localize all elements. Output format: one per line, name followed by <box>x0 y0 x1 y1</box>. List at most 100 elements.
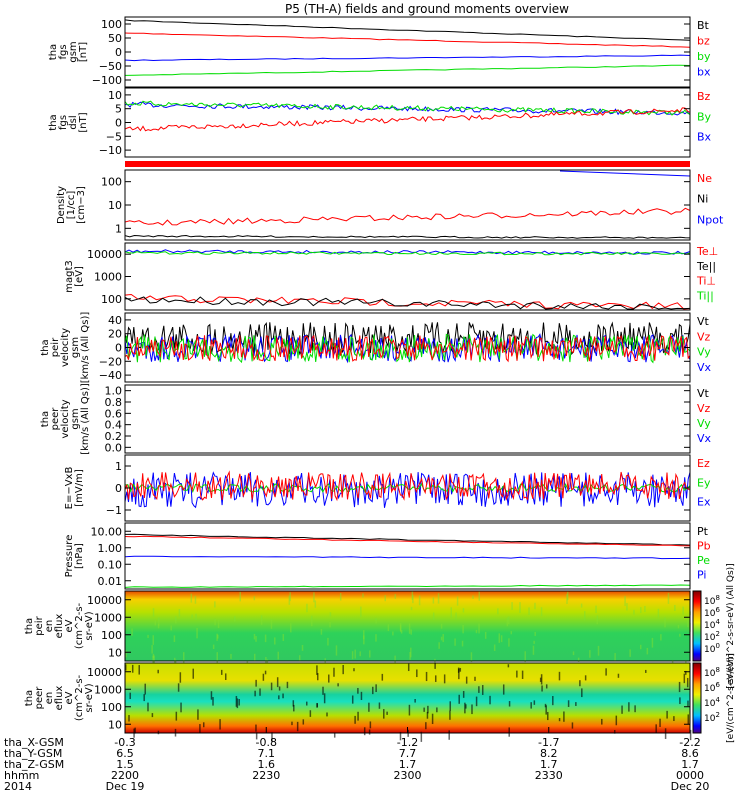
colorbar-tick-label: 100 <box>704 642 720 655</box>
heatmap-speckle <box>456 596 459 606</box>
heatmap-speckle <box>129 692 131 700</box>
heatmap-speckle <box>196 628 198 639</box>
heatmap-speckle <box>360 606 362 618</box>
heatmap-speckle <box>174 657 176 666</box>
y-axis-label: Pressure[nPa] <box>64 535 85 578</box>
y-axis-label-line: (cm^2-s- <box>74 602 85 649</box>
heatmap-speckle <box>633 609 635 615</box>
y-axis-label-line: [cm−3] <box>76 186 87 224</box>
heatmap-speckle <box>431 713 434 725</box>
heatmap-speckle <box>327 637 329 646</box>
y-axis-label-line: [km/s (All Qs)] <box>80 383 91 455</box>
y-tick-label: 100 <box>101 701 122 714</box>
legend-entry: Vz <box>697 330 711 343</box>
heatmap-speckle <box>381 673 384 681</box>
y-axis-label-line: eV <box>64 691 75 704</box>
y-tick-label: 5 <box>115 103 122 116</box>
heatmap-speckle <box>314 600 317 608</box>
y-axis-label-line: [1/cc] <box>66 191 77 220</box>
heatmap-speckle <box>383 709 385 719</box>
y-tick-label: 100 <box>101 176 122 189</box>
panel-frame <box>124 16 691 88</box>
series-bx <box>124 101 691 116</box>
heatmap-speckle <box>282 693 284 699</box>
heatmap-speckle <box>351 695 354 704</box>
colorbar-tick-exponent: 6 <box>715 681 720 689</box>
heatmap-speckle <box>399 623 402 631</box>
series-ez <box>124 470 691 502</box>
y-tick-label: 1.0 <box>105 385 123 398</box>
panel-frame <box>124 590 691 662</box>
heatmap-speckle <box>465 676 468 684</box>
heatmap-speckle <box>197 709 199 720</box>
heatmap-speckle <box>540 674 543 685</box>
heatmap-speckle <box>464 702 466 714</box>
heatmap-speckle <box>328 674 330 683</box>
legend-entry: Ti⊥ <box>696 275 716 288</box>
heatmap-speckle <box>584 611 586 621</box>
heatmap-speckle <box>646 647 649 655</box>
heatmap-speckle <box>532 645 535 655</box>
heatmap-speckle <box>255 732 258 740</box>
heatmap-speckle <box>497 608 499 615</box>
heatmap-speckle <box>443 674 446 684</box>
heatmap-speckle <box>131 628 133 636</box>
y-tick-label: 1000 <box>94 683 122 696</box>
heatmap-speckle <box>138 665 140 675</box>
heatmap-speckle <box>673 716 675 721</box>
heatmap-speckle <box>639 644 642 650</box>
heatmap-speckle <box>278 686 281 691</box>
heatmap-speckle <box>679 633 681 637</box>
y-axis-label-line: peir <box>50 337 61 357</box>
heatmap-speckle <box>502 684 505 695</box>
heatmap-speckle <box>660 634 662 641</box>
heatmap-speckle <box>270 682 273 691</box>
heatmap-speckle <box>254 690 256 697</box>
heatmap-speckle <box>369 721 372 729</box>
heatmap-speckle <box>410 629 412 635</box>
heatmap-speckle <box>458 694 460 704</box>
heatmap-speckle <box>614 653 616 661</box>
legend-entry: Bx <box>697 131 712 144</box>
heatmap-speckle <box>572 651 575 656</box>
heatmap-speckle <box>354 649 356 659</box>
heatmap-speckle <box>432 597 435 604</box>
heatmap-speckle <box>154 620 157 626</box>
heatmap-speckle <box>589 650 591 658</box>
heatmap-speckle <box>416 669 418 678</box>
y-axis-label: thapeervelocitygsm[km/s (All Qs)] <box>40 383 91 455</box>
heatmap-speckle <box>500 635 503 643</box>
heatmap-speckle <box>194 595 197 604</box>
heatmap-speckle <box>558 718 561 722</box>
y-tick-label: 1000 <box>94 611 122 624</box>
colorbar-label: [eV/(cm^2-s-sr-eV) (All Qs)] <box>726 563 736 688</box>
y-tick-label: 0.6 <box>105 407 123 420</box>
heatmap-speckle <box>667 592 670 604</box>
y-tick-label: 20 <box>108 328 122 341</box>
heatmap-speckle <box>498 633 501 643</box>
heatmap-speckle <box>363 630 365 640</box>
x-tick-label: -1.7 <box>538 736 559 749</box>
heatmap-speckle <box>387 624 390 632</box>
heatmap-speckle <box>264 670 267 675</box>
heatmap-speckle <box>292 700 295 707</box>
heatmap-speckle <box>621 705 623 714</box>
y-axis-label-line: sr-eV) <box>84 683 95 712</box>
panel-frame <box>124 87 691 158</box>
x-tick-label: 2230 <box>252 769 280 782</box>
heatmap-speckle <box>687 700 689 707</box>
heatmap-speckle <box>655 724 657 734</box>
heatmap-speckle <box>306 701 308 706</box>
heatmap-speckle <box>508 701 511 707</box>
heatmap-speckle <box>175 711 178 721</box>
y-tick-label: 1.00 <box>98 542 123 555</box>
y-axis-label: thapeirenefluxeV(cm^2-s-sr-eV) <box>24 602 95 649</box>
heatmap-speckle <box>214 601 216 608</box>
x-tick-label: 1.7 <box>399 758 417 771</box>
heatmap-speckle <box>357 687 359 694</box>
y-axis-label-line: tha <box>40 339 51 355</box>
colorbar-tick-exponent: 4 <box>715 618 720 626</box>
heatmap-speckle <box>351 651 354 660</box>
colorbar <box>692 590 702 662</box>
